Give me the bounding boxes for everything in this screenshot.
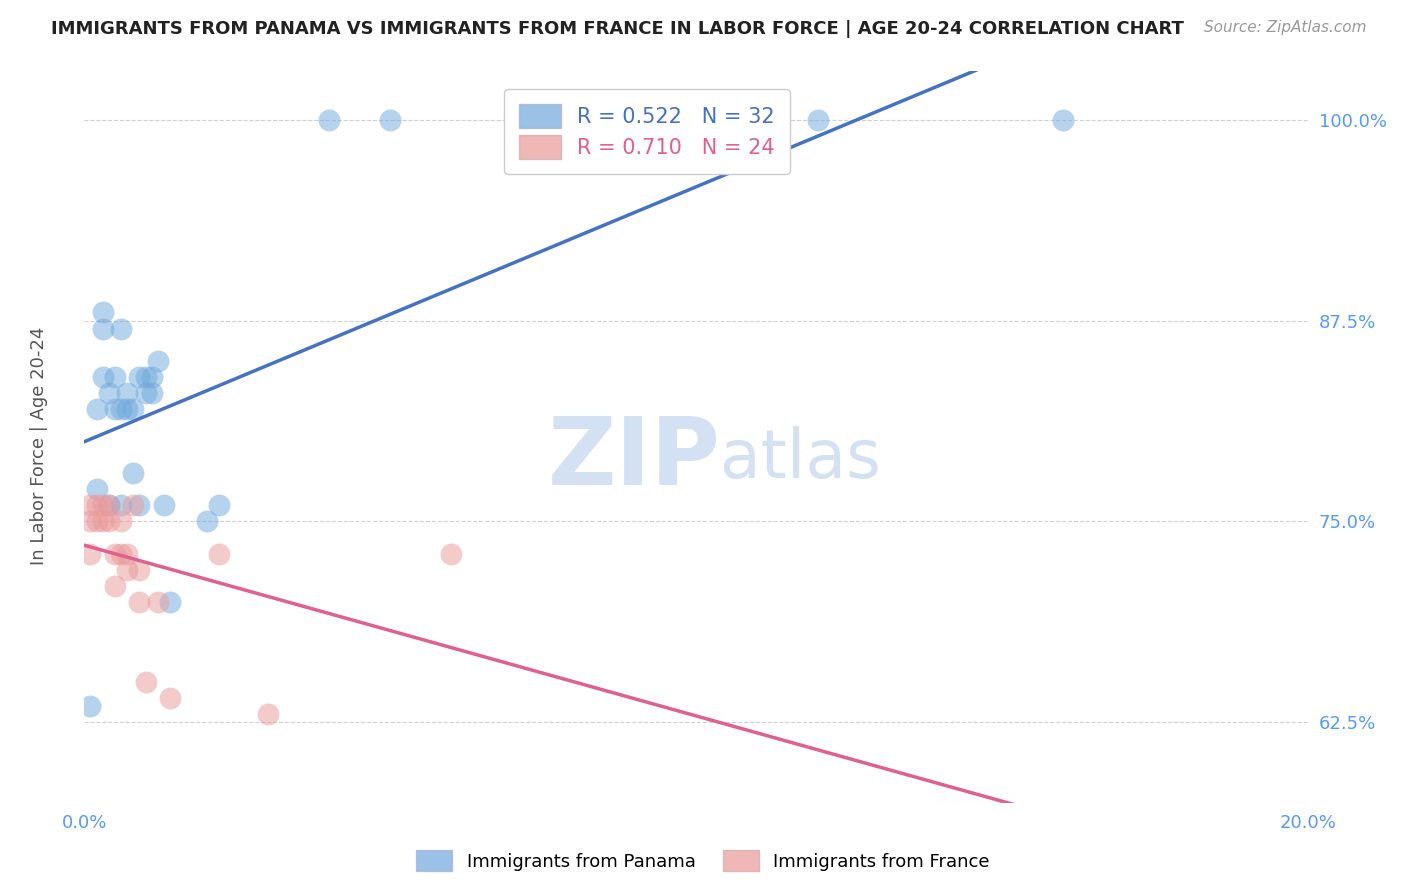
Point bbox=[115, 563, 138, 577]
Point bbox=[135, 369, 157, 384]
Point bbox=[318, 112, 340, 127]
Point bbox=[115, 385, 138, 400]
Point bbox=[110, 401, 132, 416]
Point bbox=[110, 499, 132, 513]
Point bbox=[208, 547, 231, 561]
Point bbox=[159, 691, 181, 706]
Point bbox=[86, 515, 108, 529]
Point bbox=[128, 499, 150, 513]
Legend: Immigrants from Panama, Immigrants from France: Immigrants from Panama, Immigrants from … bbox=[409, 843, 997, 879]
Point bbox=[79, 699, 101, 714]
Point bbox=[97, 515, 120, 529]
Point bbox=[146, 595, 169, 609]
Point bbox=[86, 401, 108, 416]
Text: In Labor Force | Age 20-24: In Labor Force | Age 20-24 bbox=[31, 326, 48, 566]
Point bbox=[128, 563, 150, 577]
Point bbox=[122, 499, 145, 513]
Point bbox=[79, 547, 101, 561]
Point bbox=[104, 547, 127, 561]
Point bbox=[110, 547, 132, 561]
Point bbox=[115, 401, 138, 416]
Point bbox=[128, 595, 150, 609]
Point bbox=[146, 353, 169, 368]
Point bbox=[97, 499, 120, 513]
Point bbox=[807, 112, 830, 127]
Point bbox=[141, 369, 163, 384]
Point bbox=[104, 401, 127, 416]
Point bbox=[128, 369, 150, 384]
Point bbox=[97, 499, 120, 513]
Point bbox=[104, 369, 127, 384]
Point bbox=[1052, 112, 1074, 127]
Legend: R = 0.522   N = 32, R = 0.710   N = 24: R = 0.522 N = 32, R = 0.710 N = 24 bbox=[505, 89, 790, 174]
Point bbox=[91, 499, 114, 513]
Point bbox=[91, 369, 114, 384]
Point bbox=[380, 112, 402, 127]
Point bbox=[97, 385, 120, 400]
Point bbox=[110, 515, 132, 529]
Point bbox=[79, 499, 101, 513]
Point bbox=[110, 321, 132, 335]
Point bbox=[153, 499, 176, 513]
Point bbox=[159, 595, 181, 609]
Point bbox=[440, 547, 463, 561]
Point bbox=[86, 483, 108, 497]
Point bbox=[141, 385, 163, 400]
Point bbox=[104, 579, 127, 593]
Text: ZIP: ZIP bbox=[547, 413, 720, 505]
Point bbox=[257, 707, 280, 722]
Text: Source: ZipAtlas.com: Source: ZipAtlas.com bbox=[1204, 20, 1367, 35]
Point bbox=[208, 499, 231, 513]
Point bbox=[135, 675, 157, 690]
Point bbox=[91, 515, 114, 529]
Point bbox=[115, 547, 138, 561]
Point bbox=[79, 515, 101, 529]
Point bbox=[195, 515, 218, 529]
Text: atlas: atlas bbox=[720, 426, 882, 492]
Point bbox=[91, 305, 114, 319]
Text: IMMIGRANTS FROM PANAMA VS IMMIGRANTS FROM FRANCE IN LABOR FORCE | AGE 20-24 CORR: IMMIGRANTS FROM PANAMA VS IMMIGRANTS FRO… bbox=[51, 20, 1184, 37]
Point bbox=[91, 321, 114, 335]
Point bbox=[122, 467, 145, 481]
Point bbox=[135, 385, 157, 400]
Point bbox=[86, 499, 108, 513]
Point bbox=[122, 401, 145, 416]
